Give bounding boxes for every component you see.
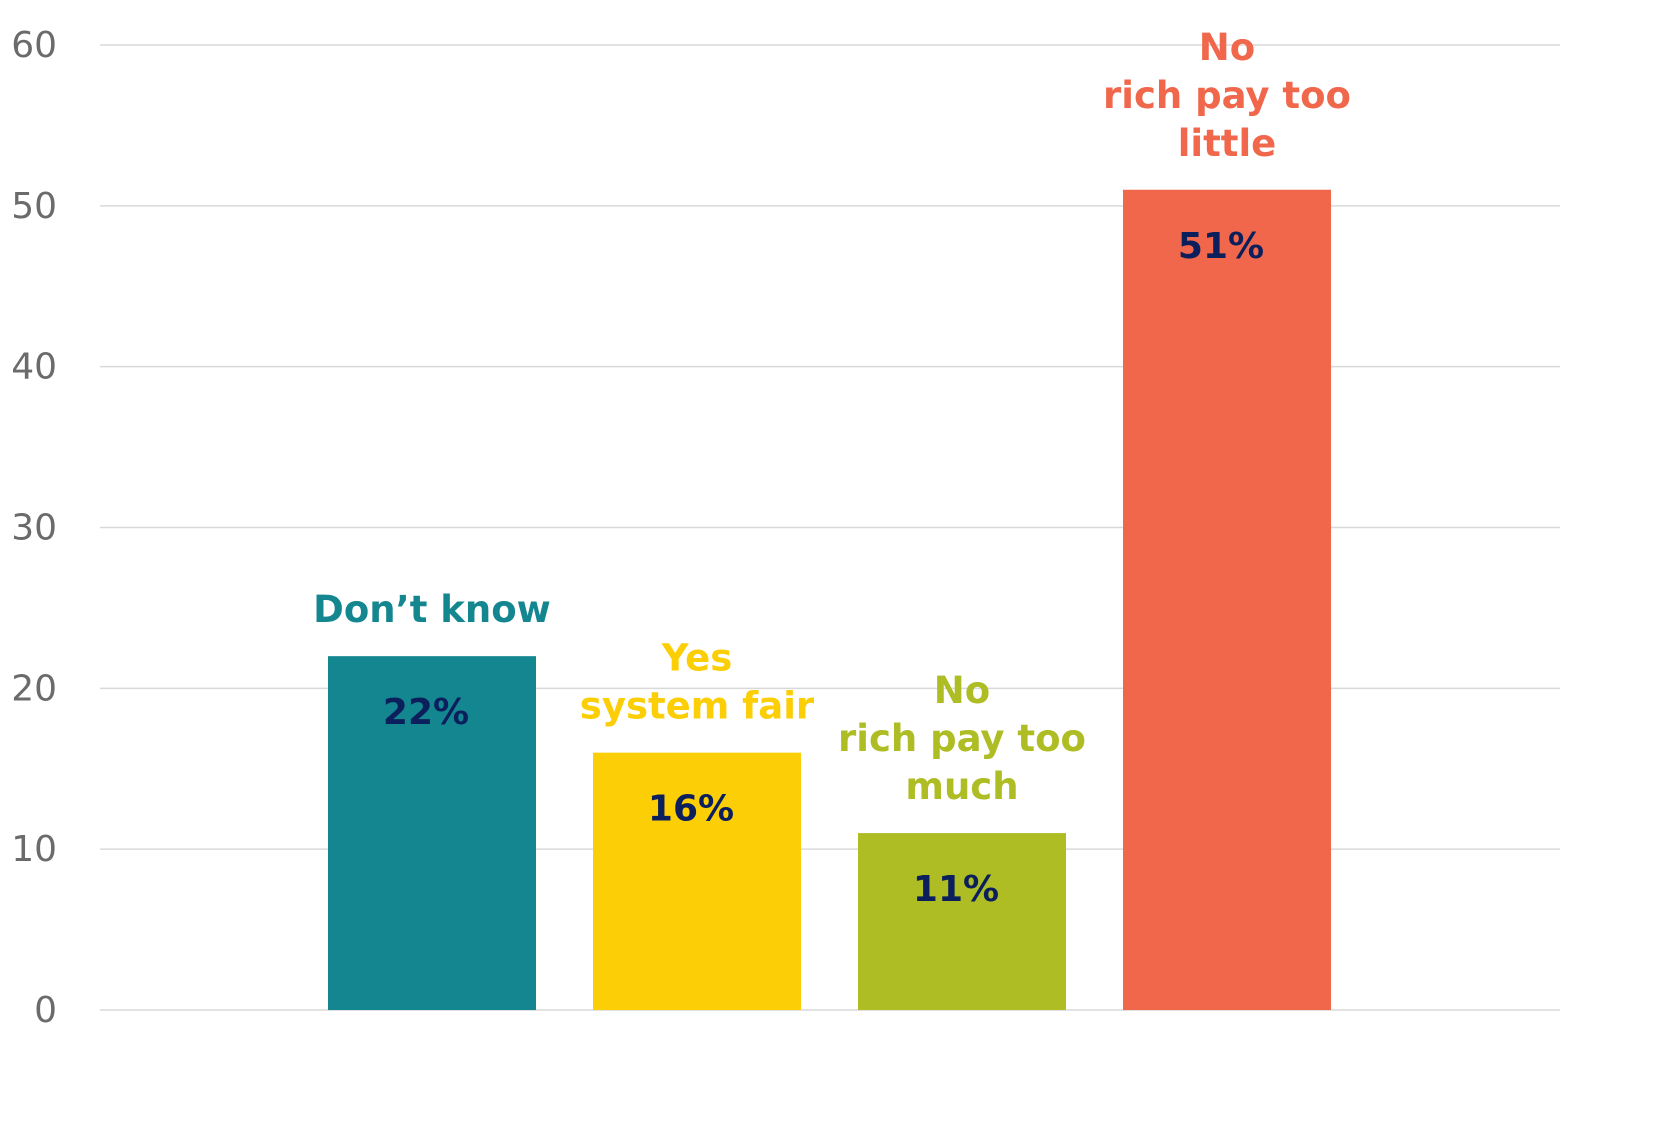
bar [593, 752, 801, 1010]
bar [328, 656, 536, 1010]
category-label: No rich pay too little [1103, 26, 1351, 165]
category-label-line: Don’t know [313, 588, 551, 631]
y-axis-ticks: 0 10 20 30 40 50 60 [11, 25, 57, 1031]
value-label: 11% [913, 869, 999, 910]
bar [1123, 189, 1331, 1010]
category-label: No rich pay too much [838, 669, 1086, 808]
y-tick-label: 60 [11, 25, 57, 66]
category-label-line: No [1199, 26, 1255, 69]
y-tick-label: 30 [11, 508, 57, 549]
category-label-line: little [1178, 122, 1277, 165]
value-label: 51% [1178, 226, 1264, 267]
y-tick-label: 20 [11, 668, 57, 709]
category-label: Don’t know [313, 588, 551, 631]
category-label-line: rich pay too [1103, 74, 1351, 117]
category-labels: Don’t know Yes system fair No rich pay too mu… [313, 26, 1351, 808]
y-tick-label: 50 [11, 186, 57, 227]
category-label-line: No [934, 669, 990, 712]
y-tick-label: 0 [34, 990, 57, 1031]
category-label-line: much [905, 765, 1018, 808]
bar [858, 833, 1066, 1010]
category-label-line: system fair [580, 685, 815, 728]
value-labels: 22% 16% 11% 51% [383, 226, 1264, 910]
gridlines [100, 44, 1560, 1011]
bars [328, 189, 1331, 1010]
y-tick-label: 10 [11, 829, 57, 870]
y-tick-label: 40 [11, 347, 57, 388]
category-label: Yes system fair [580, 637, 815, 728]
category-label-line: Yes [661, 637, 733, 680]
value-label: 16% [648, 789, 734, 830]
value-label: 22% [383, 692, 469, 733]
category-label-line: rich pay too [838, 717, 1086, 760]
